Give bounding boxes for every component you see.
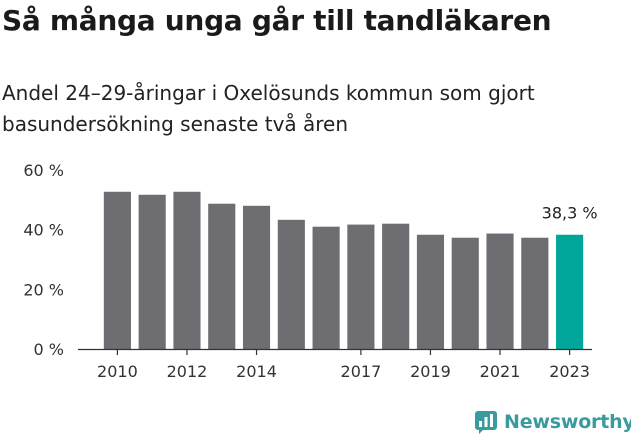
bar-chart: 0 % 20 % 40 % 60 % 2010 2012 2014 2017 2019 2021 2…: [23, 161, 598, 381]
newsworthy-chart-icon: [475, 411, 497, 434]
bar-2021: [486, 233, 514, 349]
bar-2010: [103, 191, 131, 349]
y-tick-label: 40 %: [23, 221, 64, 240]
y-tick-label: 0 %: [34, 340, 64, 359]
x-tick-label: 2019: [410, 362, 451, 381]
bar-2011: [138, 194, 166, 349]
bar-2017: [347, 224, 375, 349]
x-tick-label: 2021: [480, 362, 521, 381]
x-tick-label: 2010: [97, 362, 138, 381]
bar-2016: [312, 226, 340, 349]
x-tick-label: 2012: [167, 362, 208, 381]
chart-title: Så många unga går till tandläkaren: [2, 4, 552, 37]
bar-2013: [208, 203, 236, 349]
x-tick-label: 2017: [341, 362, 382, 381]
y-tick-label: 20 %: [23, 280, 64, 299]
bar-2022: [521, 237, 549, 349]
y-tick-label: 60 %: [23, 161, 64, 180]
bar-2019: [416, 234, 445, 349]
bar-2015: [277, 219, 305, 349]
brand-name: Newsworthy: [504, 411, 631, 433]
x-tick-label: 2014: [236, 362, 277, 381]
bar-2020: [451, 237, 479, 349]
bar-2014: [242, 205, 271, 349]
bar-2018: [382, 223, 410, 349]
chart-subtitle: Andel 24–29-åringar i Oxelösunds kommun …: [2, 81, 535, 136]
bar-2023: [556, 234, 584, 349]
brand-logo: Newsworthy: [474, 408, 631, 436]
x-tick-label: 2023: [549, 362, 590, 381]
bar-value-annotation: 38,3 %: [542, 204, 598, 223]
bar-2012: [173, 191, 201, 349]
